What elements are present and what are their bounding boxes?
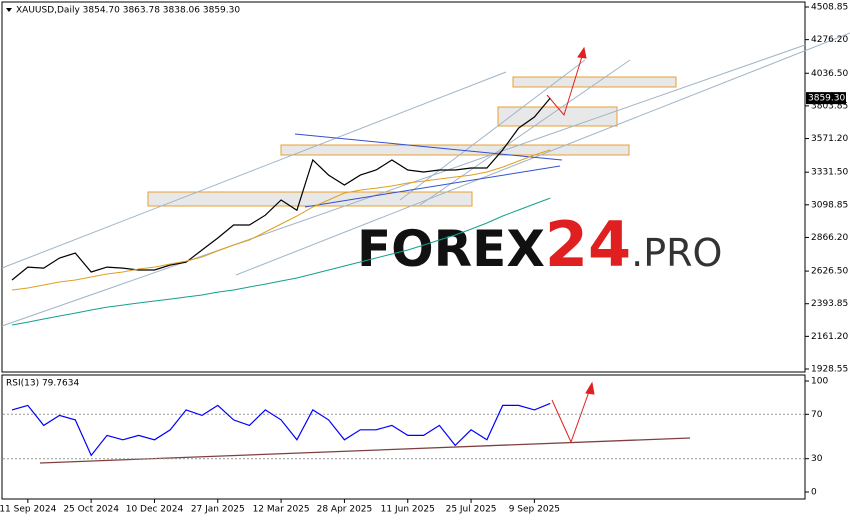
- y-tick-label: 4276.20: [811, 35, 848, 45]
- rsi-forecast-arrow: [551, 385, 592, 444]
- x-tick-label: 28 Apr 2025: [317, 505, 373, 515]
- series-line: [11, 97, 551, 281]
- rsi-title: RSI(13) 79.7634: [6, 379, 79, 389]
- triangle-line: [304, 165, 561, 208]
- channel-line: [419, 59, 631, 206]
- channel-line: [1, 71, 507, 269]
- x-tick-label: 11 Sep 2024: [0, 505, 57, 515]
- zone: [512, 76, 677, 88]
- y-tick-label: 30: [811, 454, 823, 464]
- rsi-panel: [1, 374, 806, 500]
- channel-line: [1, 44, 806, 327]
- arrow-head: [577, 46, 587, 59]
- y-tick-label: 3098.85: [811, 200, 848, 210]
- y-tick-label: 2161.20: [811, 332, 848, 342]
- watermark: FOREX24.PRO: [357, 208, 722, 281]
- triangle-line: [294, 133, 563, 161]
- x-tick-label: 25 Oct 2024: [63, 505, 119, 515]
- channel-line: [235, 32, 850, 276]
- x-tick-label: 12 Mar 2025: [253, 505, 310, 515]
- price-label-box: [806, 92, 846, 105]
- x-tick-label: 9 Sep 2025: [509, 505, 560, 515]
- y-tick-label: 2626.50: [811, 267, 848, 277]
- watermark-part: 24: [545, 208, 631, 281]
- y-tick-label: 4036.50: [811, 69, 848, 79]
- zone: [147, 191, 473, 207]
- series-line: [11, 402, 551, 457]
- price-title: XAUUSD,Daily 3854.70 3863.78 3838.06 385…: [16, 6, 240, 16]
- y-tick-label: 70: [811, 410, 823, 420]
- forecast-arrow: [546, 49, 585, 117]
- y-tick-label: 2866.20: [811, 233, 848, 243]
- zones: [147, 76, 677, 207]
- x-tick-label: 10 Dec 2024: [126, 505, 184, 515]
- y-tick-label: 4508.85: [811, 3, 848, 13]
- y-tick-label: 3571.20: [811, 134, 848, 144]
- series-line: [11, 149, 551, 291]
- price-label: 3859.30: [808, 94, 845, 104]
- channel-line: [399, 59, 586, 201]
- watermark-part: .PRO: [631, 231, 722, 275]
- x-tick-label: 11 Jun 2025: [381, 505, 435, 515]
- watermark-part: FOREX: [357, 220, 545, 278]
- y-tick-label: 3803.85: [811, 101, 848, 111]
- y-tick-label: 3331.50: [811, 168, 848, 178]
- y-tick-label: 100: [811, 377, 828, 387]
- menu-triangle: [6, 8, 12, 12]
- y-tick-label: 1928.55: [811, 365, 848, 375]
- series-line: [11, 197, 551, 326]
- price-panel: [1, 1, 806, 373]
- y-tick-label: 0: [811, 488, 817, 498]
- x-tick-label: 25 Jul 2025: [446, 505, 497, 515]
- x-tick-label: 27 Jan 2025: [191, 505, 245, 515]
- y-tick-label: 2393.85: [811, 299, 848, 309]
- arrows: [546, 46, 595, 444]
- arrow-head: [585, 381, 595, 395]
- rsi-support-line: [39, 437, 691, 464]
